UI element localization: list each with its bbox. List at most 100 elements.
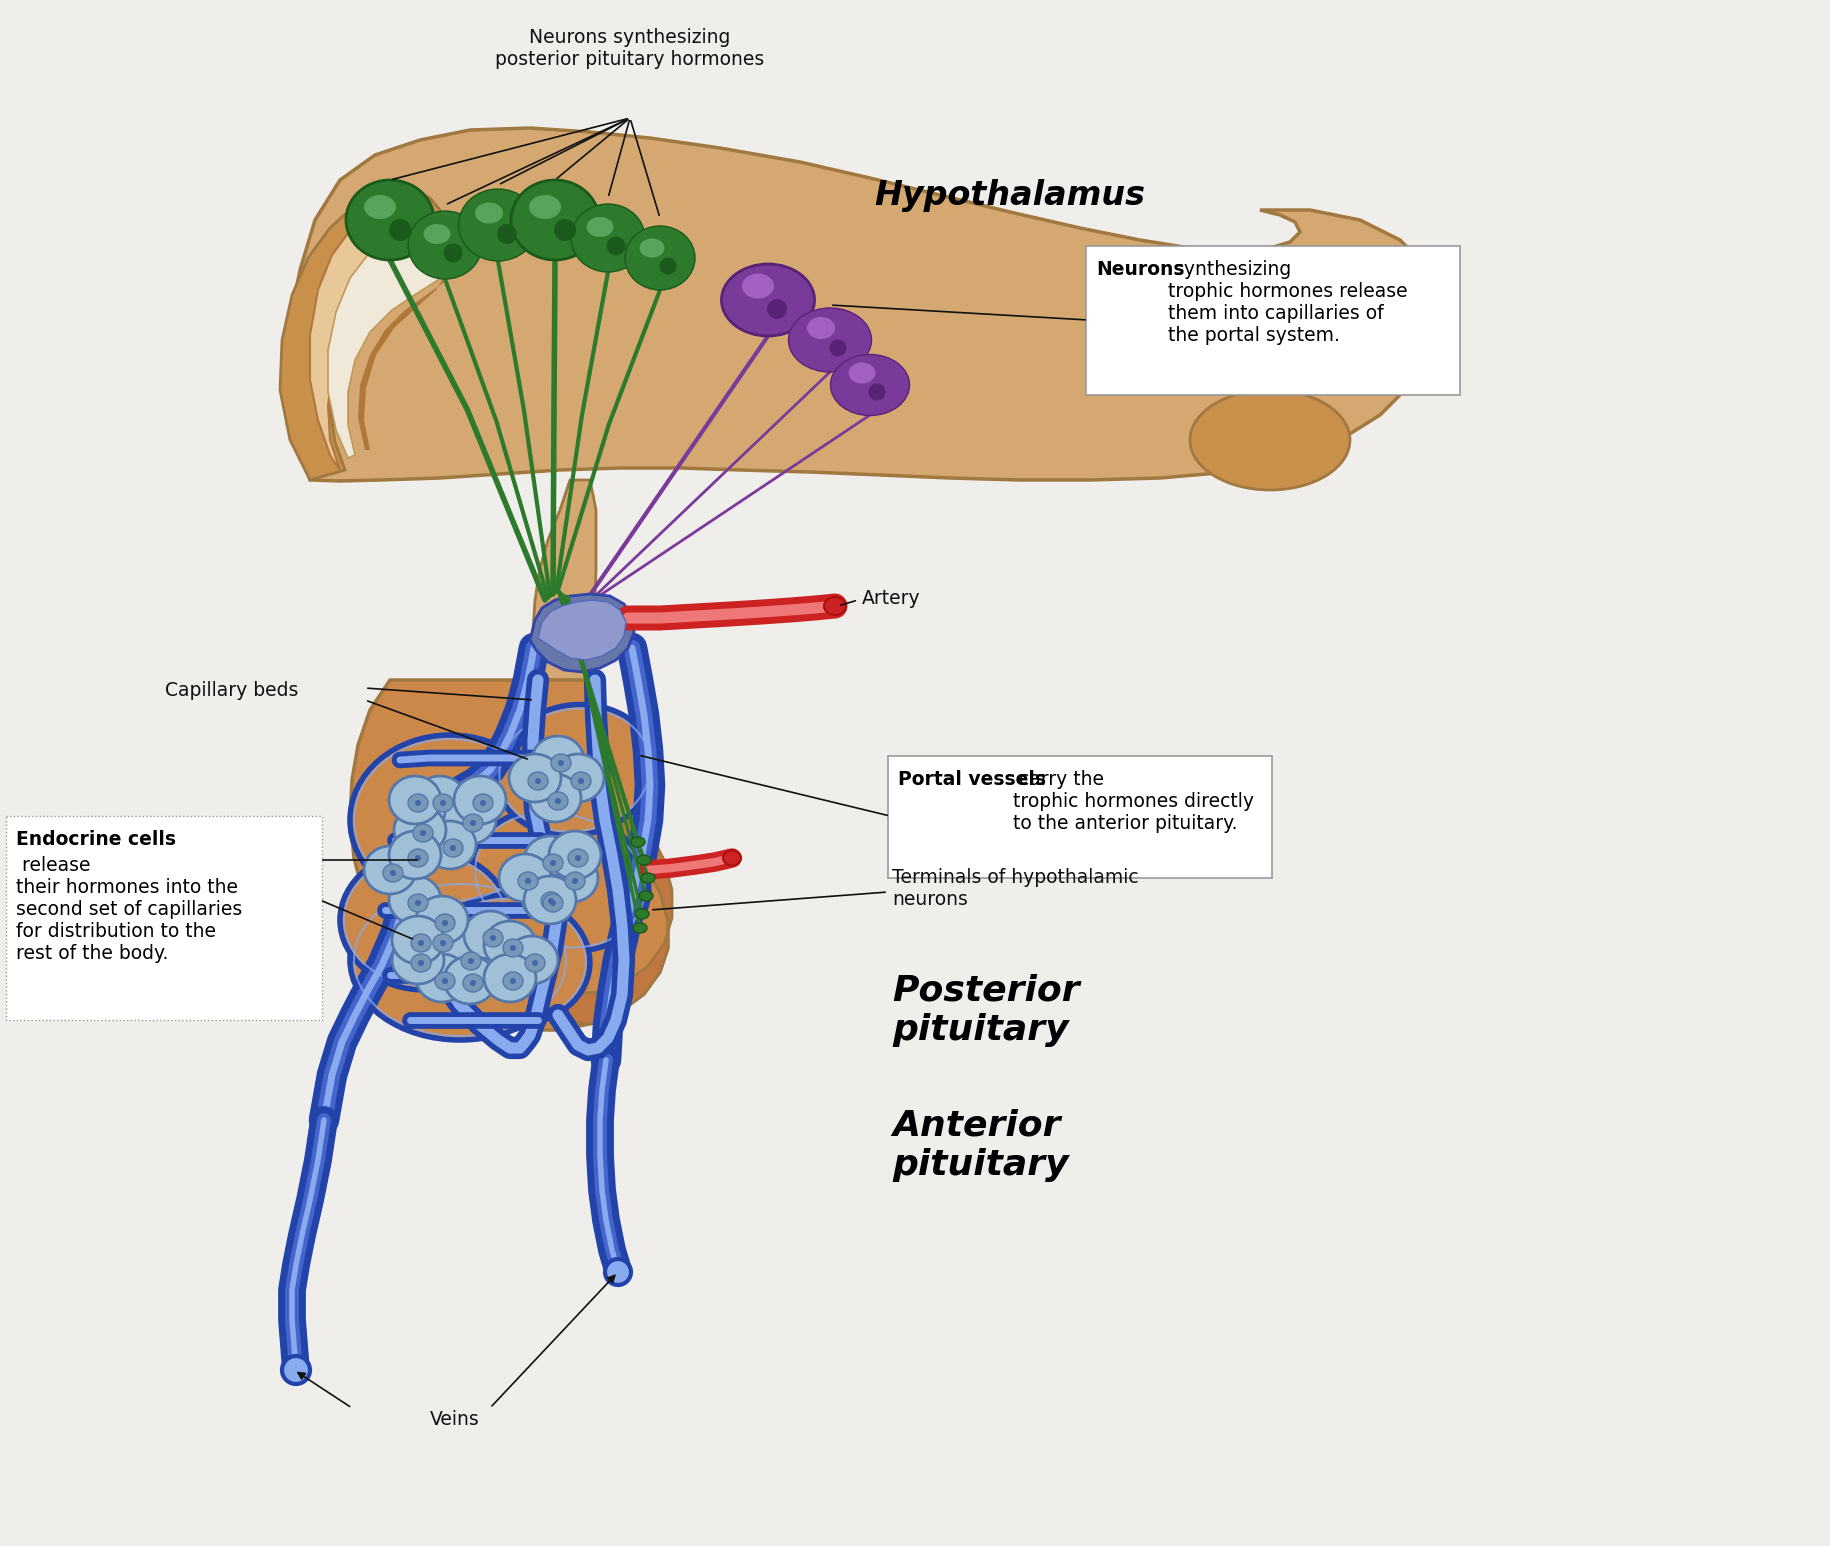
Ellipse shape xyxy=(721,264,814,335)
Ellipse shape xyxy=(390,832,441,880)
Polygon shape xyxy=(542,680,672,1023)
FancyBboxPatch shape xyxy=(888,756,1272,878)
Polygon shape xyxy=(280,189,445,479)
Polygon shape xyxy=(328,220,454,458)
Ellipse shape xyxy=(443,979,448,983)
Ellipse shape xyxy=(606,1258,631,1285)
Ellipse shape xyxy=(282,1356,309,1384)
Ellipse shape xyxy=(551,754,571,771)
Ellipse shape xyxy=(640,873,655,883)
Ellipse shape xyxy=(465,911,516,959)
FancyBboxPatch shape xyxy=(5,816,322,1020)
Ellipse shape xyxy=(436,914,456,932)
Ellipse shape xyxy=(439,940,447,946)
Text: Endocrine cells: Endocrine cells xyxy=(16,830,176,849)
Ellipse shape xyxy=(565,872,586,890)
Polygon shape xyxy=(359,238,454,450)
Ellipse shape xyxy=(789,308,871,373)
Ellipse shape xyxy=(434,795,454,812)
Text: Artery: Artery xyxy=(862,589,920,608)
Ellipse shape xyxy=(450,846,456,850)
Ellipse shape xyxy=(382,864,403,883)
Ellipse shape xyxy=(507,935,558,983)
Ellipse shape xyxy=(390,870,395,877)
Ellipse shape xyxy=(544,894,564,912)
Ellipse shape xyxy=(551,900,556,906)
Ellipse shape xyxy=(425,821,476,869)
Polygon shape xyxy=(533,479,597,680)
Ellipse shape xyxy=(483,954,536,1002)
Ellipse shape xyxy=(723,850,741,866)
Ellipse shape xyxy=(459,189,538,261)
Text: Posterior
pituitary: Posterior pituitary xyxy=(891,974,1080,1047)
Ellipse shape xyxy=(340,850,511,989)
Ellipse shape xyxy=(392,935,445,983)
Ellipse shape xyxy=(549,832,600,880)
Ellipse shape xyxy=(849,362,875,383)
Ellipse shape xyxy=(639,238,664,258)
Ellipse shape xyxy=(525,878,531,884)
Ellipse shape xyxy=(571,771,591,790)
Ellipse shape xyxy=(408,795,428,812)
Ellipse shape xyxy=(575,855,580,861)
Ellipse shape xyxy=(500,853,551,901)
Ellipse shape xyxy=(417,960,425,966)
Ellipse shape xyxy=(533,960,538,966)
Ellipse shape xyxy=(522,873,575,921)
Ellipse shape xyxy=(831,354,910,416)
Ellipse shape xyxy=(443,934,494,982)
Ellipse shape xyxy=(1190,390,1351,490)
Ellipse shape xyxy=(606,237,626,255)
Ellipse shape xyxy=(393,805,447,853)
Ellipse shape xyxy=(392,915,445,965)
Text: carry the
trophic hormones directly
to the anterior pituitary.: carry the trophic hormones directly to t… xyxy=(1014,770,1254,833)
Ellipse shape xyxy=(551,860,556,866)
Text: synthesizing
trophic hormones release
them into capillaries of
the portal system: synthesizing trophic hormones release th… xyxy=(1168,260,1407,345)
Ellipse shape xyxy=(390,220,412,241)
Ellipse shape xyxy=(503,972,523,989)
Ellipse shape xyxy=(490,935,496,942)
Ellipse shape xyxy=(414,776,467,824)
Ellipse shape xyxy=(461,952,481,969)
Ellipse shape xyxy=(445,955,496,1003)
Ellipse shape xyxy=(470,819,476,826)
Ellipse shape xyxy=(479,799,487,805)
Text: Neurons: Neurons xyxy=(1096,260,1184,278)
Ellipse shape xyxy=(639,890,653,901)
Ellipse shape xyxy=(869,383,886,400)
Ellipse shape xyxy=(408,894,428,912)
Ellipse shape xyxy=(573,878,578,884)
Text: Veins: Veins xyxy=(430,1410,479,1429)
Ellipse shape xyxy=(364,846,415,894)
Ellipse shape xyxy=(529,771,547,790)
Ellipse shape xyxy=(741,274,774,298)
Ellipse shape xyxy=(443,839,463,856)
Ellipse shape xyxy=(767,298,787,318)
Polygon shape xyxy=(285,128,1440,481)
Ellipse shape xyxy=(470,980,476,986)
Ellipse shape xyxy=(415,897,468,945)
Ellipse shape xyxy=(547,792,567,810)
Ellipse shape xyxy=(529,775,580,822)
Polygon shape xyxy=(309,198,445,470)
Ellipse shape xyxy=(525,954,545,972)
Ellipse shape xyxy=(408,210,481,278)
Ellipse shape xyxy=(415,900,421,906)
Text: Neurons synthesizing
posterior pituitary hormones: Neurons synthesizing posterior pituitary… xyxy=(496,28,765,70)
Ellipse shape xyxy=(529,195,562,220)
Ellipse shape xyxy=(463,974,483,993)
Ellipse shape xyxy=(586,216,613,237)
Ellipse shape xyxy=(554,220,576,241)
Ellipse shape xyxy=(346,179,434,260)
Ellipse shape xyxy=(439,799,447,805)
Ellipse shape xyxy=(350,880,569,1040)
Ellipse shape xyxy=(545,853,598,901)
Ellipse shape xyxy=(509,754,562,802)
Ellipse shape xyxy=(542,892,562,911)
Ellipse shape xyxy=(567,849,587,867)
Ellipse shape xyxy=(468,959,474,965)
Ellipse shape xyxy=(503,938,523,957)
Ellipse shape xyxy=(659,258,677,275)
Ellipse shape xyxy=(436,972,456,989)
Ellipse shape xyxy=(511,979,516,983)
